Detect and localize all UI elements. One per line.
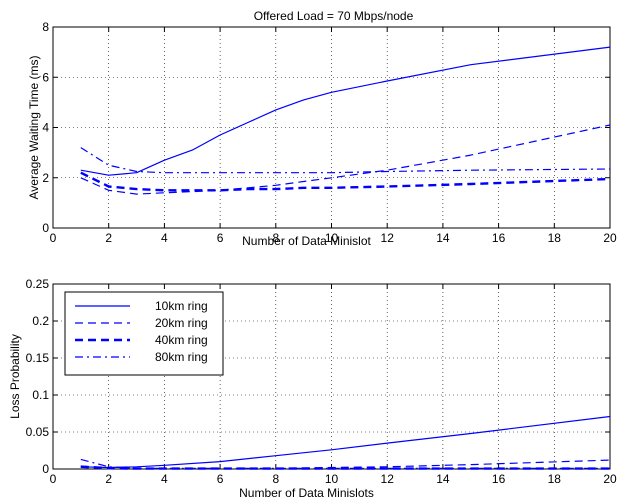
chart2-x-axis-label: Number of Data Minislots — [239, 486, 374, 500]
chart2-legend-label: 40km ring — [155, 333, 208, 347]
chart-loss-probability: 0 2 4 6 8 10 12 14 16 18 20 0 0.05 0.1 0.15 0.2 0.25 Numb… — [8, 277, 617, 500]
chart2-legend: 10km ring 20km ring 40km ring 80km ring — [64, 291, 224, 376]
chart2-x-tick-label: 10 — [325, 472, 339, 486]
chart1-y-tick-label: 0 — [42, 221, 49, 235]
chart1-x-tick-label: 14 — [436, 231, 450, 245]
chart2-y-tick-label: 0 — [42, 462, 49, 476]
chart2-y-tick-label: 0.15 — [26, 351, 50, 365]
chart2-legend-label: 20km ring — [155, 316, 208, 330]
chart1-series-line-solid — [80, 46, 611, 176]
chart2-x-tick-label: 16 — [492, 472, 506, 486]
chart1-x-tick-label: 12 — [381, 231, 395, 245]
chart2-x-tick-label: 6 — [217, 472, 224, 486]
chart2-series-line-thick-dashed — [80, 465, 610, 470]
chart2-y-tick-label: 0.05 — [26, 425, 50, 439]
chart1-title: Offered Load = 70 Mbps/node — [254, 9, 414, 23]
chart1-x-tick-label: 0 — [50, 231, 57, 245]
chart1-x-tick-label: 4 — [161, 231, 168, 245]
chart1-series-line-thick-dashed — [80, 171, 611, 192]
chart2-x-tick-label: 0 — [50, 472, 57, 486]
chart2-x-tick-label: 14 — [436, 472, 450, 486]
chart1-y-tick-label: 2 — [42, 171, 49, 185]
chart1-y-axis-label: Average Waiting Time (ms) — [27, 55, 41, 199]
chart2-series-line-dashdot — [80, 458, 610, 469]
chart1-x-tick-label: 10 — [325, 231, 339, 245]
chart2-y-tick-label: 0.1 — [32, 388, 49, 402]
chart1-y-tick-label: 6 — [42, 70, 49, 84]
chart1-x-tick-label: 6 — [217, 231, 224, 245]
chart1-x-tick-label: 20 — [603, 231, 617, 245]
chart2-legend-label: 10km ring — [155, 299, 208, 313]
chart2-legend-label: 80km ring — [155, 350, 208, 364]
chart1-x-tick-label: 8 — [272, 231, 279, 245]
chart2-y-axis-label: Loss Probability — [8, 334, 22, 419]
chart1-y-tick-label: 4 — [42, 121, 49, 135]
chart2-y-tick-label: 0.2 — [32, 314, 49, 328]
chart1-series-line-dashed — [80, 124, 611, 195]
chart1-x-tick-label: 16 — [492, 231, 506, 245]
chart2-x-tick-label: 20 — [603, 472, 617, 486]
chart1-y-tick-label: 8 — [42, 20, 49, 34]
chart2-x-tick-label: 18 — [548, 472, 562, 486]
chart2-x-tick-label: 4 — [161, 472, 168, 486]
chart2-x-tick-label: 8 — [272, 472, 279, 486]
chart1-x-axis-label: Number of Data Minislot — [242, 234, 371, 248]
chart2-y-tick-label: 0.25 — [26, 277, 50, 291]
chart2-x-tick-label: 2 — [105, 472, 112, 486]
chart2-x-tick-label: 12 — [381, 472, 395, 486]
chart-waiting-time: 0 2 4 6 8 10 12 14 16 18 20 0 2 4 6 8 Offered Load = 70 … — [27, 9, 617, 248]
chart2-series-line-solid — [80, 415, 611, 469]
chart1-x-tick-label: 2 — [105, 231, 112, 245]
chart2-series-line-dashed — [80, 459, 611, 469]
chart1-series-line-dashdot — [80, 147, 611, 174]
chart1-x-tick-label: 18 — [548, 231, 562, 245]
